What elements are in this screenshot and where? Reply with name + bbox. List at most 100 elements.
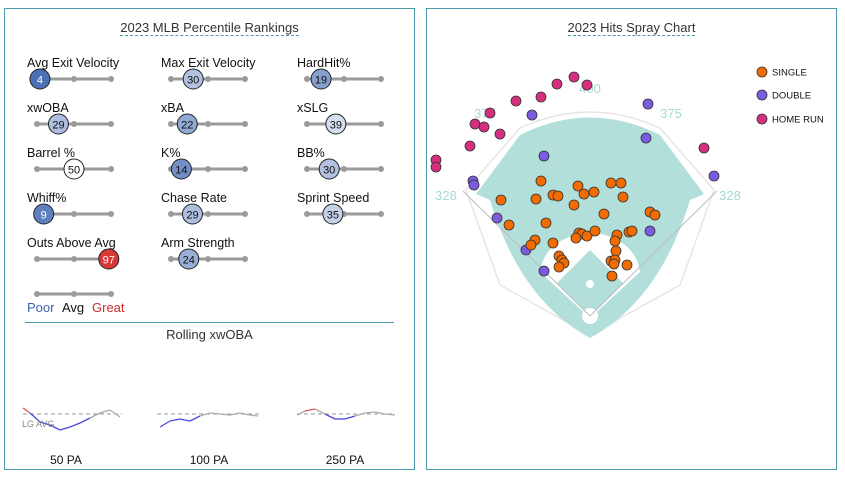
percentile-slider: 30	[304, 158, 384, 180]
rolling-segment	[22, 407, 31, 414]
metric-label: Chase Rate	[161, 191, 228, 205]
percentile-circle	[178, 248, 200, 270]
double-hit	[644, 225, 656, 237]
single-hit	[610, 245, 622, 257]
home-run-hit	[494, 128, 506, 140]
slider-tick	[168, 121, 174, 127]
slider-tick	[242, 211, 248, 217]
rolling-segment	[219, 413, 231, 416]
percentile-value: 30	[323, 165, 335, 177]
rolling-segment	[209, 412, 221, 415]
rolling-segment	[179, 418, 191, 422]
slider-tick	[108, 121, 114, 127]
legend-label: SINGLE	[772, 68, 807, 79]
single-hit	[581, 230, 593, 242]
rolling-segment	[189, 415, 201, 422]
home-run-hit	[469, 118, 481, 130]
percentile-circle	[322, 203, 344, 225]
single-hit	[608, 258, 620, 270]
rolling-segment	[89, 412, 101, 419]
single-hit	[547, 237, 559, 249]
single-hit	[649, 209, 661, 221]
slider-tick	[71, 211, 77, 217]
slider-tick	[168, 256, 174, 262]
percentile-slider: 14	[168, 158, 248, 180]
rolling-segment	[29, 412, 41, 423]
percentile-value: 39	[330, 120, 342, 132]
spray-chart-panel: 2023 Hits Spray Chart 328375400375328SIN…	[426, 8, 837, 470]
home-run-hit	[551, 78, 563, 90]
home-run-hit	[698, 142, 710, 154]
percentile-value: 14	[175, 165, 187, 177]
percentile-value: 9	[41, 210, 47, 222]
metric-label: Whiff%	[27, 191, 67, 205]
rolling-segment	[374, 411, 386, 415]
percentile-slider: 22	[168, 113, 248, 135]
percentile-value: 22	[181, 120, 193, 132]
slider-tick	[205, 256, 211, 262]
spray-title: 2023 Hits Spray Chart	[567, 20, 696, 36]
double-hit	[526, 109, 538, 121]
percentile-slider: 9	[33, 203, 114, 225]
single-hit	[598, 208, 610, 220]
home-run-hit	[478, 121, 490, 133]
percentile-circle	[47, 113, 69, 135]
percentile-slider: 35	[304, 203, 384, 225]
single-hit	[568, 199, 580, 211]
double-hit	[640, 132, 652, 144]
metric-label: Sprint Speed	[297, 191, 370, 205]
slider-tick	[378, 211, 384, 217]
percentile-value: 29	[52, 120, 64, 132]
slider-tick	[205, 166, 211, 172]
slider-tick	[168, 76, 174, 82]
rolling-segment	[384, 413, 396, 416]
double-hit	[708, 170, 720, 182]
stadium-outline	[465, 111, 715, 336]
rolling-segment	[39, 421, 51, 426]
percentile-slider: 30	[168, 68, 248, 90]
percentile-value: 29	[186, 210, 198, 222]
slider-tick	[34, 166, 40, 172]
single-hit	[572, 180, 584, 192]
slider-tick	[205, 76, 211, 82]
slider-tick	[378, 166, 384, 172]
percentile-slider: 19	[304, 68, 384, 90]
slider-tick	[34, 256, 40, 262]
rolling-segment	[59, 426, 71, 431]
home-run-hit	[581, 79, 593, 91]
slider-tick	[341, 76, 347, 82]
percentile-slider: 29	[168, 203, 248, 225]
slider-tick	[205, 121, 211, 127]
home-run-hit	[464, 140, 476, 152]
percentile-rankings-panel: 2023 MLB Percentile Rankings Avg Exit Ve…	[4, 8, 415, 470]
slider-tick	[242, 121, 248, 127]
rolling-segment	[49, 424, 61, 431]
single-hit	[615, 177, 627, 189]
percentile-value: 19	[315, 75, 327, 87]
rolling-segment	[159, 420, 171, 428]
fence-distance: 328	[719, 188, 741, 203]
rolling-segment	[354, 412, 366, 417]
percentile-slider: 24	[168, 248, 248, 270]
rolling-segment	[344, 415, 356, 420]
metric-label: BB%	[297, 146, 325, 160]
home-run-hit	[430, 161, 442, 173]
percentile-slider: 97	[34, 248, 120, 270]
rolling-title: Rolling xwOBA	[166, 327, 253, 342]
window-50: 50 PA	[50, 453, 82, 467]
percentile-title: 2023 MLB Percentile Rankings	[120, 20, 299, 36]
single-hit	[495, 194, 507, 206]
lg-avg-label: LG AVG	[22, 419, 54, 429]
single-hit	[578, 188, 590, 200]
rolling-segment	[69, 422, 81, 428]
percentile-value: 4	[37, 75, 43, 87]
percentile-circle	[310, 68, 332, 90]
fence-distance: 328	[435, 188, 457, 203]
field-grass	[476, 117, 704, 338]
single-hit	[621, 259, 633, 271]
double-hit	[538, 265, 550, 277]
single-hit	[617, 191, 629, 203]
rolling-segment	[79, 417, 91, 424]
percentile-value: 50	[68, 165, 80, 177]
metric-label: K%	[161, 146, 181, 160]
